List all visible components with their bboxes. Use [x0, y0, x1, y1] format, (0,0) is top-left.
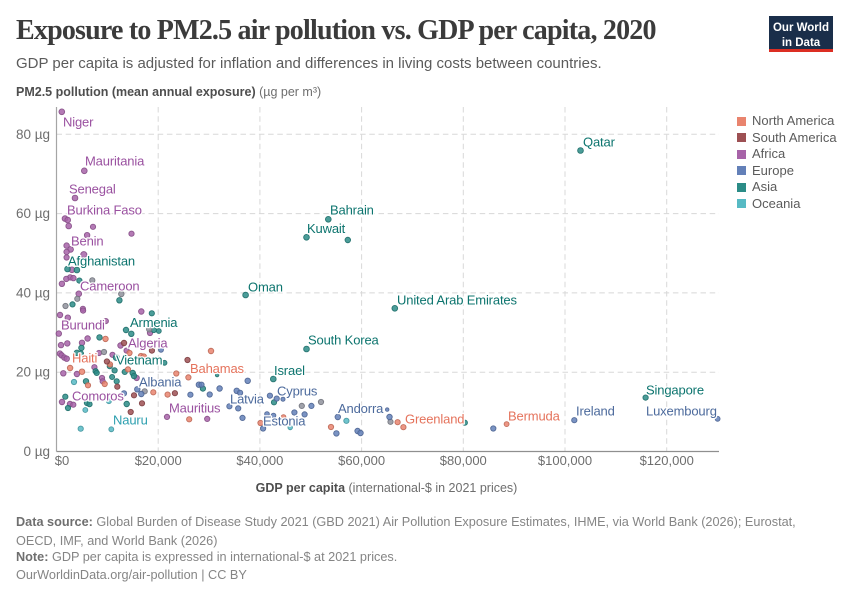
svg-text:$120,000: $120,000 — [640, 453, 694, 468]
svg-text:Vietnam: Vietnam — [116, 353, 162, 368]
svg-text:Nauru: Nauru — [113, 413, 148, 428]
svg-text:Albania: Albania — [139, 375, 182, 390]
svg-text:Latvia: Latvia — [230, 392, 265, 407]
svg-text:Armenia: Armenia — [130, 315, 178, 330]
svg-text:$100,000: $100,000 — [538, 453, 592, 468]
svg-text:Oman: Oman — [248, 280, 283, 295]
svg-text:Burkina Faso: Burkina Faso — [67, 203, 142, 218]
svg-text:40 µg: 40 µg — [16, 285, 50, 300]
svg-text:Andorra: Andorra — [338, 401, 384, 416]
svg-text:Mauritius: Mauritius — [169, 401, 221, 416]
svg-text:20 µg: 20 µg — [16, 365, 50, 380]
svg-text:$40,000: $40,000 — [236, 453, 283, 468]
svg-text:South Korea: South Korea — [308, 333, 380, 348]
svg-text:Israel: Israel — [274, 363, 305, 378]
svg-text:Mauritania: Mauritania — [85, 154, 145, 169]
svg-text:Kuwait: Kuwait — [307, 221, 346, 236]
svg-text:Comoros: Comoros — [72, 389, 124, 404]
svg-text:Senegal: Senegal — [69, 182, 116, 197]
svg-text:Singapore: Singapore — [646, 383, 704, 398]
svg-text:Bahamas: Bahamas — [190, 361, 245, 376]
svg-text:United Arab Emirates: United Arab Emirates — [397, 293, 517, 308]
svg-text:Estonia: Estonia — [263, 414, 306, 429]
svg-text:80 µg: 80 µg — [16, 127, 50, 142]
svg-text:Niger: Niger — [63, 115, 94, 130]
svg-text:Haiti: Haiti — [72, 351, 98, 366]
svg-text:Bahrain: Bahrain — [330, 203, 374, 218]
svg-text:Qatar: Qatar — [583, 135, 616, 150]
svg-text:Greenland: Greenland — [405, 412, 464, 427]
svg-text:60 µg: 60 µg — [16, 206, 50, 221]
svg-text:$80,000: $80,000 — [440, 453, 487, 468]
svg-text:Cameroon: Cameroon — [80, 279, 140, 294]
svg-text:0 µg: 0 µg — [23, 444, 50, 459]
svg-text:Algeria: Algeria — [128, 336, 168, 351]
svg-text:Burundi: Burundi — [61, 318, 105, 333]
svg-text:Bermuda: Bermuda — [508, 409, 561, 424]
svg-text:Benin: Benin — [71, 234, 104, 249]
svg-text:Ireland: Ireland — [576, 404, 615, 419]
svg-text:$60,000: $60,000 — [338, 453, 385, 468]
svg-text:$20,000: $20,000 — [135, 453, 182, 468]
svg-text:$0: $0 — [55, 453, 69, 468]
svg-text:Luxembourg: Luxembourg — [646, 404, 717, 419]
svg-text:Cyprus: Cyprus — [277, 384, 318, 399]
svg-text:Afghanistan: Afghanistan — [68, 254, 135, 269]
